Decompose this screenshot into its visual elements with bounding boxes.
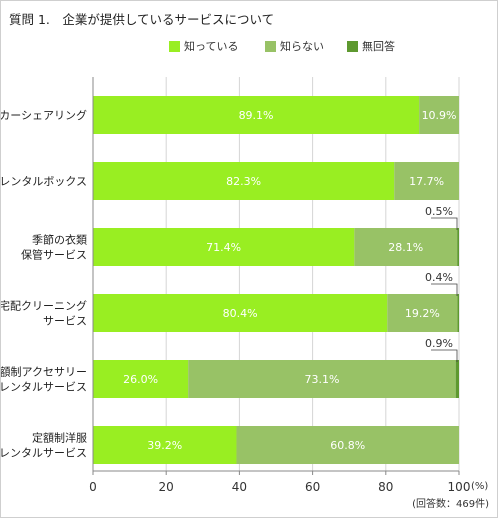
legend-item-series-1: 知らない bbox=[265, 38, 324, 54]
legend-item-series-2: 無回答 bbox=[347, 38, 395, 54]
bar-5-series-0 bbox=[93, 426, 237, 464]
category-label-1: レンタルボックス bbox=[1, 175, 87, 188]
category-label-5-line-1: レンタルサービス bbox=[1, 447, 87, 460]
leader-line-2 bbox=[431, 217, 458, 230]
bar-1-series-1 bbox=[394, 162, 459, 200]
data-label-1-series-0: 82.3% bbox=[226, 175, 261, 188]
x-tick-label-4: 80 bbox=[378, 480, 393, 494]
legend-label-1: 知らない bbox=[280, 40, 324, 53]
bar-1-series-0 bbox=[93, 162, 395, 200]
category-label-0: カーシェアリング bbox=[1, 108, 87, 122]
legend-label-2: 無回答 bbox=[362, 40, 395, 53]
x-tick-label-2: 40 bbox=[232, 480, 247, 494]
data-label-4-series-2: 0.9% bbox=[425, 337, 453, 350]
bar-4-series-2 bbox=[455, 360, 459, 398]
bar-0-series-1 bbox=[419, 96, 459, 134]
category-label-2-line-1: 保管サービス bbox=[21, 248, 87, 262]
bar-3-series-2 bbox=[457, 294, 460, 332]
bar-4-series-1 bbox=[188, 360, 456, 398]
data-label-5-series-1: 60.8% bbox=[330, 439, 365, 452]
bar-5-series-1 bbox=[236, 426, 459, 464]
chart-title: 質問 1. 企業が提供しているサービスについて bbox=[9, 12, 275, 27]
data-label-3-series-2: 0.4% bbox=[425, 271, 453, 284]
legend-item-series-0: 知っている bbox=[169, 38, 238, 54]
leader-line-4 bbox=[431, 349, 458, 362]
legend-label-0: 知っている bbox=[184, 40, 239, 53]
data-label-4-series-1: 73.1% bbox=[304, 373, 339, 386]
data-label-2-series-1: 28.1% bbox=[388, 241, 423, 254]
category-label-4-line-0: 定額制アクセサリー bbox=[1, 365, 87, 379]
data-label-2-series-2: 0.5% bbox=[425, 205, 453, 218]
x-tick-label-1: 20 bbox=[159, 480, 174, 494]
data-label-4-series-0: 26.0% bbox=[123, 373, 158, 386]
bar-3-series-0 bbox=[93, 294, 388, 332]
x-tick-label-5: 100 bbox=[448, 480, 471, 494]
bar-2-series-2 bbox=[457, 228, 459, 266]
category-label-2-line-0: 季節の衣類 bbox=[32, 233, 87, 247]
category-label-5-line-0: 定額制洋服 bbox=[32, 431, 87, 445]
data-label-0-series-0: 89.1% bbox=[239, 109, 274, 122]
x-tick-label-0: 0 bbox=[89, 480, 97, 494]
x-tick-label-3: 60 bbox=[305, 480, 320, 494]
legend-swatch-0 bbox=[169, 40, 180, 52]
data-label-1-series-1: 17.7% bbox=[409, 175, 444, 188]
category-label-4-line-1: レンタルサービス bbox=[1, 381, 87, 394]
bar-0-series-0 bbox=[93, 96, 420, 134]
category-label-3-line-0: 宅配クリーニング bbox=[1, 299, 87, 313]
data-label-2-series-0: 71.4% bbox=[206, 241, 241, 254]
legend-swatch-2 bbox=[347, 40, 358, 52]
legend-swatch-1 bbox=[265, 40, 276, 52]
bar-2-series-0 bbox=[93, 228, 355, 266]
bar-3-series-1 bbox=[387, 294, 458, 332]
bar-2-series-1 bbox=[354, 228, 458, 266]
data-label-3-series-1: 19.2% bbox=[405, 307, 440, 320]
bar-4-series-0 bbox=[93, 360, 189, 398]
legend: 知っている 知らない 無回答 bbox=[1, 38, 497, 56]
data-label-5-series-0: 39.2% bbox=[147, 439, 182, 452]
data-label-0-series-1: 10.9% bbox=[422, 109, 457, 122]
category-label-3-line-1: サービス bbox=[43, 315, 87, 328]
response-count-note: (回答数：469件) bbox=[412, 497, 489, 510]
unit-label: (%) bbox=[471, 481, 488, 492]
leader-line-3 bbox=[431, 283, 458, 296]
data-label-3-series-0: 80.4% bbox=[223, 307, 258, 320]
